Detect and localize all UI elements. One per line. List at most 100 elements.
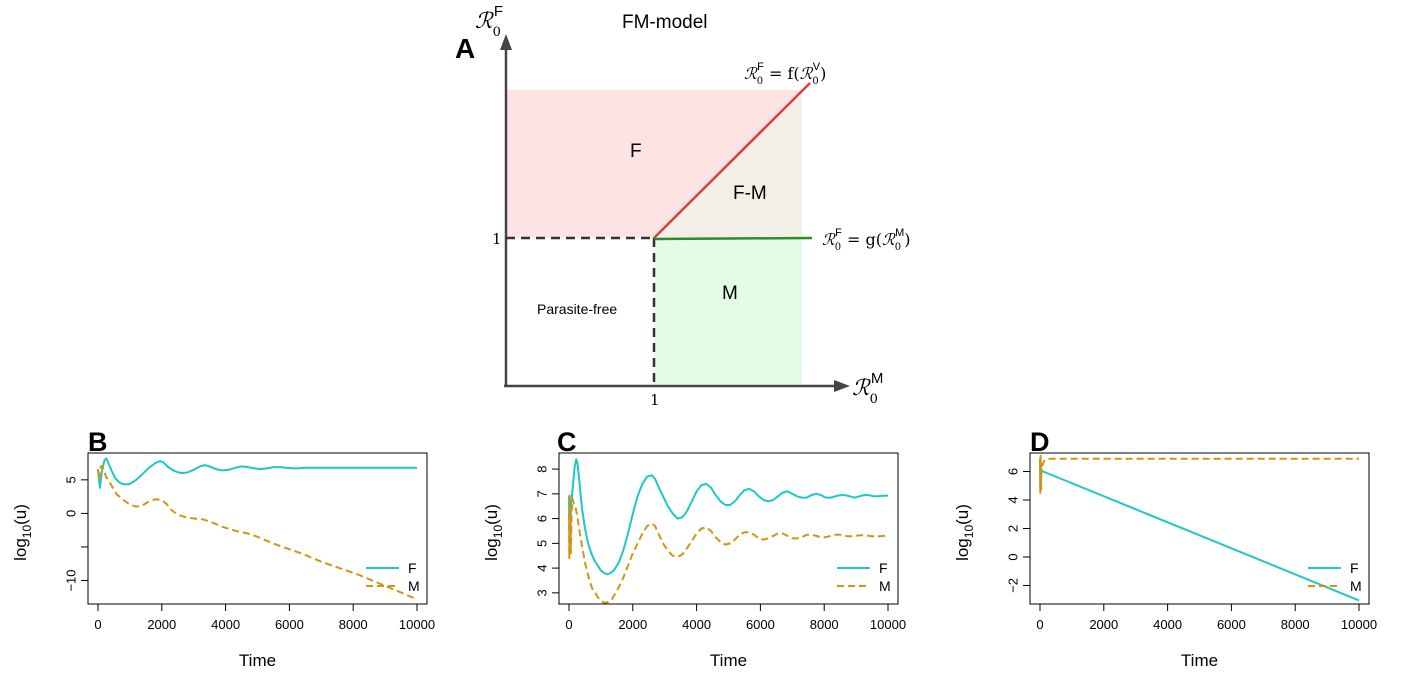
panel-c-x-tick-label: 10000 <box>870 617 906 632</box>
a-lower-func: g <box>865 230 875 249</box>
panel-c-x-tick-label: 4000 <box>682 617 711 632</box>
panel-c-y-label-arg: (u) <box>482 504 501 525</box>
a-lower-curve-label: ℛ0F = g(ℛ0M) <box>822 227 911 253</box>
a-tick-x: 1 <box>650 391 660 409</box>
panel-d-y-label-sub: 10 <box>962 525 976 539</box>
panel-b-x-tick-label: 10000 <box>399 617 435 632</box>
a-upper-arg-sup: V <box>813 61 821 73</box>
panel-b-legend-label-m: M <box>408 578 420 594</box>
panel-b-x-axis-label: Time <box>239 651 276 670</box>
panel-d-y-label-base: log <box>953 538 972 561</box>
panel-d-y-tick-label: 0 <box>1006 553 1021 560</box>
region-m <box>654 238 802 384</box>
panel-c-x-tick-label: 6000 <box>746 617 775 632</box>
panel-b-y-tick-label: −10 <box>64 569 79 591</box>
panel-b-y-label-base: log <box>11 538 30 561</box>
panel-b-series-f-line <box>97 457 417 489</box>
a-y-axis-arrow <box>500 34 512 50</box>
panel-d-y-tick-label: 2 <box>1006 525 1021 532</box>
a-lower-curve <box>653 236 813 241</box>
a-x-axis-sub: 0 <box>870 392 878 407</box>
a-y-axis-sup: F <box>494 3 503 20</box>
panel-d-series-m-line <box>1039 454 1359 494</box>
panel-b-letter: B <box>88 427 108 457</box>
a-tick-y: 1 <box>492 230 502 248</box>
panel-d-chart: D 0 2000 4000 6000 8000 10000 −2 0 2 4 6 Time log10(u… <box>953 427 1377 670</box>
panel-c-y-label-base: log <box>482 538 501 561</box>
panel-b-x-tick-label: 2000 <box>147 617 176 632</box>
a-lower-arg-sup: M <box>895 227 904 239</box>
a-x-axis-label: ℛ0 M <box>852 370 883 407</box>
panel-d-legend-label-f: F <box>1350 560 1359 576</box>
panel-d-series-f-line <box>1039 458 1360 602</box>
panel-c-y-tick-label: 3 <box>535 589 550 596</box>
region-f <box>506 90 654 238</box>
a-lower-lhs-sup: F <box>835 227 842 239</box>
a-y-axis-label: ℛ0 F <box>475 3 503 40</box>
a-title: FM-model <box>622 12 708 33</box>
panel-c-y-tick-label: 4 <box>535 564 550 571</box>
panel-d-x-tick-label: 4000 <box>1153 617 1182 632</box>
panel-d-y-tick-label: 4 <box>1006 496 1021 503</box>
panel-d-plot-frame <box>1029 452 1370 605</box>
panel-c-legend-label-f: F <box>879 560 888 576</box>
panel-c-x-tick-label: 2000 <box>618 617 647 632</box>
panel-b-y-label-sub: 10 <box>20 525 34 539</box>
panel-c-x-axis-label: Time <box>710 651 747 670</box>
panel-d-y-tick-label: 6 <box>1006 468 1021 475</box>
a-panel-label: A <box>455 33 475 64</box>
panel-d-y-label-arg: (u) <box>953 504 972 525</box>
a-upper-curve-label: ℛ0F = f(ℛ0V) <box>744 61 826 87</box>
panel-b-y-label-arg: (u) <box>11 504 30 525</box>
a-y-axis-sub: 0 <box>493 25 501 40</box>
panel-d-legend-label-m: M <box>1350 578 1362 594</box>
panel-b-y-tick-label: 0 <box>64 510 79 517</box>
a-upper-lhs-sup: F <box>757 61 764 73</box>
panel-c-y-tick-label: 5 <box>535 540 550 547</box>
a-x-axis-sup: M <box>871 370 884 387</box>
a-upper-func: f <box>787 64 794 83</box>
panel-b-x-tick-label: 4000 <box>211 617 240 632</box>
panel-b-x-tick-label: 6000 <box>275 617 304 632</box>
panel-d-letter: D <box>1030 427 1050 457</box>
panel-b-chart: B 0 2000 4000 6000 8000 10000 −10 0 5 Time log10(u)… <box>11 427 435 670</box>
panel-c-x-tick-label: 8000 <box>810 617 839 632</box>
panel-c-y-tick-label: 6 <box>535 515 550 522</box>
panel-c-series-m-line <box>568 492 888 604</box>
panel-d-x-tick-label: 2000 <box>1089 617 1118 632</box>
panel-b-x-tick-label: 0 <box>94 617 101 632</box>
a-region-label-m: M <box>722 283 738 304</box>
a-region-label-free: Parasite-free <box>537 301 617 317</box>
panel-d-x-axis-label: Time <box>1181 651 1218 670</box>
panel-c-y-tick-label: 7 <box>535 490 550 497</box>
panel-c-y-axis-label: log10(u) <box>482 504 505 561</box>
panel-c-x-tick-label: 0 <box>565 617 572 632</box>
panel-d-x-tick-label: 0 <box>1036 617 1043 632</box>
panel-b-y-axis-label: log10(u) <box>11 504 34 561</box>
panel-c-y-tick-label: 8 <box>535 465 550 472</box>
panel-d-y-tick-label: −2 <box>1006 578 1021 593</box>
a-x-axis-arrow <box>834 380 850 392</box>
panel-b-y-tick-label: 5 <box>64 476 79 483</box>
a-region-label-fm: F-M <box>733 183 767 204</box>
panel-b-series-m-line <box>97 464 418 601</box>
panel-c-letter: C <box>557 427 577 457</box>
panel-d-x-tick-label: 8000 <box>1281 617 1310 632</box>
panel-b-legend-label-f: F <box>408 560 417 576</box>
panel-a-region-diagram: A FM-model ℛ0F ℛ0M 1 1 F F-M M Parasite-… <box>455 3 911 409</box>
panel-d-y-axis-label: log10(u) <box>953 504 976 561</box>
panel-d-x-tick-label: 10000 <box>1341 617 1377 632</box>
a-x-axis-symbol: ℛ <box>852 376 871 401</box>
panel-c-series-f-line <box>568 458 889 576</box>
panel-b-x-tick-label: 8000 <box>339 617 368 632</box>
panel-c-plot-frame <box>558 452 899 605</box>
a-region-label-f: F <box>630 141 642 162</box>
panel-c-y-label-sub: 10 <box>491 525 505 539</box>
panel-c-legend-label-m: M <box>879 578 891 594</box>
panel-b-plot-frame <box>87 452 428 605</box>
a-upper-curve <box>653 82 811 239</box>
a-y-axis-symbol: ℛ <box>475 9 494 34</box>
panel-c-chart: C 0 2000 4000 6000 8000 10000 3 4 5 6 7 8 Time log10(u… <box>482 427 906 670</box>
panel-d-x-tick-label: 6000 <box>1217 617 1246 632</box>
